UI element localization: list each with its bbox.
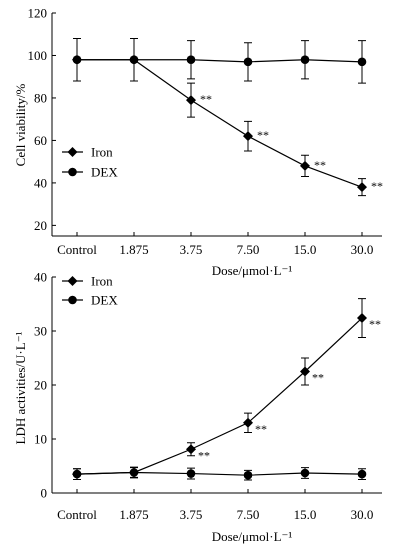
legend-dex-label: DEX [91,293,118,308]
x-tick-label: 1.875 [119,507,148,522]
dex-point [300,468,310,478]
dex-line [77,59,363,63]
iron-point [357,182,367,193]
iron-line [76,317,363,475]
legend-iron-label: Iron [91,145,113,160]
significance-label: ** [255,422,267,436]
legend: Iron DEX [62,274,118,308]
dex-point [243,470,253,480]
dex-point [357,469,367,479]
y-tick-label: 80 [34,90,47,105]
x-tick-label: 7.50 [237,507,260,522]
significance-label: ** [371,179,383,193]
legend-iron-label: Iron [91,274,113,289]
dex-point [186,55,196,65]
x-axis-label: Dose/μmol·L⁻¹ [212,263,293,278]
x-tick-label: 3.75 [180,507,203,522]
legend-dex-label: DEX [91,165,118,180]
significance-label: ** [200,92,212,106]
iron-point [243,417,253,428]
legend-circle-marker [68,167,77,177]
x-axis-label: Dose/μmol·L⁻¹ [212,529,293,544]
cell-viability-chart: 20 40 60 80 100 120 Control 1.875 3.75 7.50 15.0 30… [13,6,383,279]
dex-point [243,57,253,67]
legend-diamond-marker [67,147,78,157]
y-tick-label: 100 [28,48,48,63]
dex-point [357,57,367,67]
y-tick-label: 20 [34,218,47,233]
y-tick-label: 20 [34,378,47,393]
y-tick-label: 30 [34,324,47,339]
ldh-activities-chart: 0 10 20 30 40 Control 1.875 3.75 7.50 15.0 30.0 ** *… [13,270,382,544]
legend-diamond-marker [67,276,78,286]
x-tick-label: Control [57,507,97,522]
significance-label: ** [257,128,269,142]
iron-point [357,313,367,324]
y-tick-label: 60 [34,133,47,148]
significance-label: ** [198,448,210,462]
x-tick-label: 30.0 [351,242,374,257]
x-tick-label: 30.0 [351,507,374,522]
legend: Iron DEX [62,145,118,180]
significance-label: ** [314,158,326,172]
dex-point [72,55,82,65]
plot-area: 20 40 60 80 100 120 Control 1.875 3.75 7.50 15.0 30… [28,6,384,258]
y-tick-label: 40 [34,270,47,285]
y-tick-label: 10 [34,432,47,447]
dex-line [76,471,363,476]
y-tick-label: 120 [28,6,48,21]
significance-label: ** [312,371,324,385]
significance-label: ** [369,317,381,331]
y-tick-label: 40 [34,175,47,190]
y-axis-label: LDH activities/U·L⁻¹ [13,331,28,444]
dex-point [186,469,196,478]
x-tick-label: 7.50 [237,242,260,257]
x-tick-label: 15.0 [294,242,317,257]
dex-point [300,55,310,65]
iron-point [186,444,196,455]
x-tick-label: Control [57,242,97,257]
dex-point [72,469,82,479]
x-tick-label: 15.0 [294,507,317,522]
iron-point [243,131,253,142]
iron-point [300,366,310,377]
x-tick-label: 1.875 [119,242,148,257]
x-tick-label: 3.75 [180,242,203,257]
y-axis-label: Cell viability/% [13,83,28,166]
y-tick-label: 0 [41,486,48,501]
dex-point [129,55,139,65]
dex-point [129,468,139,477]
plot-area: 0 10 20 30 40 Control 1.875 3.75 7.50 15.0 30.0 ** *… [34,270,382,522]
iron-point [300,160,310,171]
iron-point [186,95,196,106]
legend-circle-marker [68,295,77,305]
